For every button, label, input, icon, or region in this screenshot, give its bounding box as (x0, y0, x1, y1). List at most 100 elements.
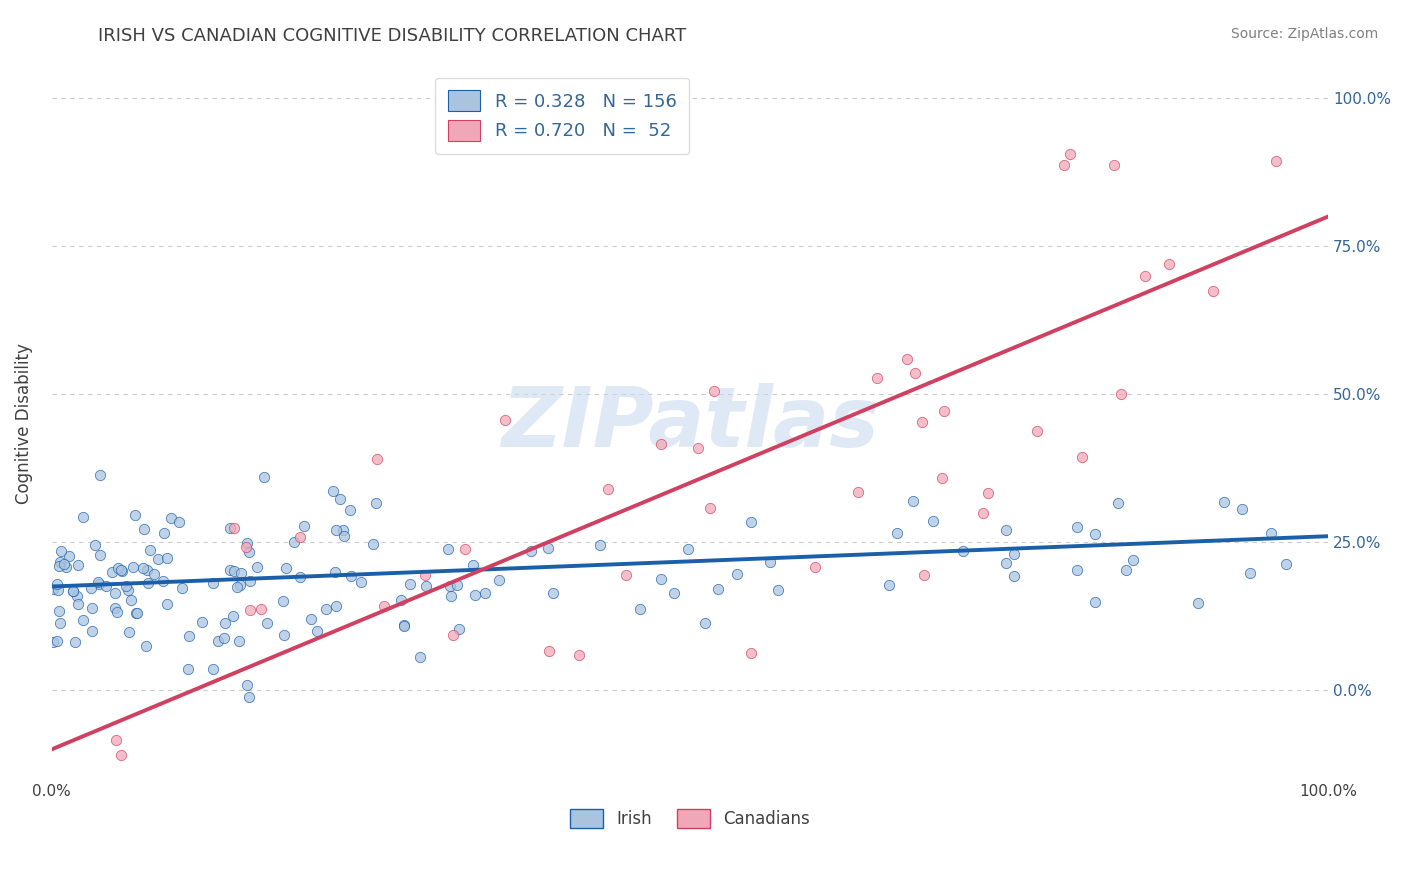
Point (911, 415, 934, 429)
Text: Source: ZipAtlas.com: Source: ZipAtlas.com (1230, 27, 1378, 41)
Point (650, 437, 672, 451)
Point (904, 366, 927, 380)
Point (135, 639, 157, 653)
Y-axis label: Cognitive Disability: Cognitive Disability (15, 343, 32, 504)
Point (440, 589, 463, 603)
Point (167, 515, 190, 529)
Point (273, 628, 295, 642)
Point (366, 451, 388, 466)
Point (41, 854, 63, 868)
Point (392, 619, 415, 633)
Point (439, 579, 461, 593)
Point (229, 578, 252, 592)
Point (877, 578, 900, 592)
Point (256, 615, 278, 630)
Point (104, 600, 127, 615)
Point (305, 624, 328, 639)
Point (42, 635, 65, 649)
Point (1066, 520, 1088, 534)
Point (66, 558, 89, 572)
Point (543, 586, 565, 600)
Point (1122, 553, 1144, 567)
Point (766, 582, 789, 597)
Point (89, 467, 111, 482)
Point (239, 603, 262, 617)
Point (290, 570, 312, 584)
Point (901, 494, 924, 508)
Point (804, 560, 827, 574)
Point (1264, 154, 1286, 169)
Point (934, 404, 956, 418)
Point (48, 604, 70, 618)
Point (120, 592, 142, 607)
Point (292, 519, 315, 533)
Point (201, 662, 224, 676)
Point (156, 550, 179, 565)
Point (332, 523, 354, 537)
Point (972, 506, 994, 520)
Point (276, 561, 298, 575)
Point (758, 555, 780, 569)
Point (118, 624, 141, 639)
Point (494, 413, 516, 427)
Point (222, 521, 245, 535)
Point (392, 617, 415, 632)
Point (1187, 596, 1209, 610)
Point (238, 690, 260, 705)
Point (1066, 563, 1088, 577)
Point (246, 559, 269, 574)
Point (866, 370, 889, 384)
Point (361, 536, 384, 550)
Point (129, 789, 152, 803)
Point (72, 613, 94, 627)
Point (688, 441, 710, 455)
Point (42, 582, 65, 596)
Point (1059, 146, 1081, 161)
Point (117, 583, 139, 598)
Point (740, 647, 762, 661)
Point (952, 544, 974, 558)
Point (49, 615, 72, 630)
Point (62, 583, 84, 598)
Point (67, 597, 90, 611)
Point (236, 536, 259, 550)
Point (1084, 595, 1107, 609)
Point (135, 563, 157, 577)
Point (212, 631, 235, 645)
Point (127, 843, 149, 857)
Point (136, 576, 159, 591)
Point (235, 540, 257, 554)
Point (66, 589, 89, 603)
Point (148, 834, 170, 848)
Point (139, 543, 162, 558)
Point (219, 521, 242, 535)
Point (46, 583, 69, 598)
Point (156, 597, 179, 611)
Point (1202, 284, 1225, 298)
Point (589, 538, 612, 552)
Point (46, 576, 69, 591)
Point (94, 579, 117, 593)
Point (1026, 424, 1049, 438)
Point (214, 615, 236, 630)
Point (1157, 257, 1180, 271)
Point (699, 501, 721, 516)
Point (58, 549, 80, 563)
Point (323, 566, 346, 580)
Point (104, 586, 127, 600)
Point (228, 633, 250, 648)
Point (896, 352, 918, 367)
Point (350, 575, 373, 590)
Point (325, 523, 347, 537)
Point (79, 581, 101, 595)
Point (101, 565, 124, 579)
Point (886, 525, 908, 540)
Point (740, 515, 762, 529)
Point (1071, 450, 1094, 465)
Point (695, 615, 717, 630)
Point (1115, 563, 1137, 577)
Point (1212, 495, 1234, 509)
Point (160, 511, 183, 525)
Point (84, 538, 107, 552)
Point (977, 485, 1000, 500)
